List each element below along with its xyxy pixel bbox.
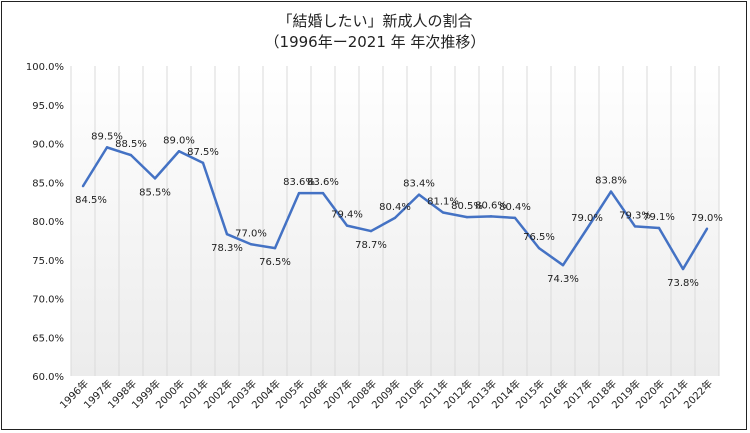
data-label: 79.0% (691, 213, 723, 224)
y-tick-label: 90.0% (32, 140, 64, 151)
data-point (609, 190, 613, 193)
data-point (705, 227, 709, 230)
data-point (177, 150, 181, 153)
data-label: 77.0% (235, 228, 267, 239)
data-point (345, 224, 349, 227)
data-point (153, 177, 157, 180)
data-label: 81.1% (427, 196, 459, 207)
y-tick-label: 100.0% (26, 62, 64, 73)
data-point (465, 215, 469, 219)
data-point (657, 226, 661, 230)
y-tick-label: 70.0% (32, 295, 64, 306)
data-label: 83.6% (283, 177, 315, 188)
y-tick-label: 60.0% (32, 372, 64, 383)
data-point (633, 225, 637, 228)
data-point (249, 243, 253, 246)
data-point (129, 153, 133, 157)
data-label: 79.3% (619, 210, 651, 221)
y-tick-label: 85.0% (32, 178, 64, 189)
data-point (105, 146, 109, 149)
data-label: 83.6% (307, 177, 339, 188)
data-point (81, 184, 85, 188)
plot-area (71, 66, 719, 376)
data-point (321, 191, 325, 195)
data-label: 80.5% (451, 201, 483, 212)
data-point (417, 193, 421, 196)
data-point (393, 216, 397, 220)
data-point (441, 211, 445, 214)
y-tick-label: 80.0% (32, 217, 64, 228)
data-point (297, 191, 301, 195)
chart-subtitle: （1996年ー2021 年 年次推移） (264, 33, 486, 51)
data-point (201, 161, 205, 165)
data-point (273, 246, 277, 250)
data-label: 74.3% (547, 274, 579, 285)
data-point (489, 215, 493, 218)
data-label: 87.5% (187, 147, 219, 158)
chart-title: 「結婚したい」新成人の割合 (277, 12, 473, 30)
data-label: 84.5% (75, 195, 107, 206)
data-point (513, 216, 517, 220)
data-point (225, 232, 229, 236)
data-label: 89.0% (163, 135, 195, 146)
y-tick-label: 95.0% (32, 101, 64, 112)
data-label: 80.4% (379, 202, 411, 213)
data-label: 76.5% (523, 232, 555, 243)
y-tick-label: 75.0% (32, 256, 64, 267)
data-label: 89.5% (91, 131, 123, 142)
data-label: 85.5% (139, 187, 171, 198)
y-tick-label: 65.0% (32, 333, 64, 344)
data-point (537, 246, 541, 250)
data-label: 83.8% (595, 176, 627, 187)
data-point (561, 263, 565, 267)
data-label: 88.5% (115, 139, 147, 150)
data-label: 83.4% (403, 179, 435, 190)
data-point (681, 267, 685, 271)
data-label: 80.6% (475, 200, 507, 211)
data-label: 79.1% (643, 212, 675, 223)
data-label: 76.5% (259, 257, 291, 268)
data-label: 80.4% (499, 202, 531, 213)
data-point (585, 227, 589, 230)
data-point (369, 229, 373, 233)
data-label: 78.7% (355, 240, 387, 251)
data-label: 78.3% (211, 243, 243, 254)
data-label: 79.0% (571, 213, 603, 224)
data-label: 73.8% (667, 278, 699, 289)
data-label: 79.4% (331, 210, 363, 221)
